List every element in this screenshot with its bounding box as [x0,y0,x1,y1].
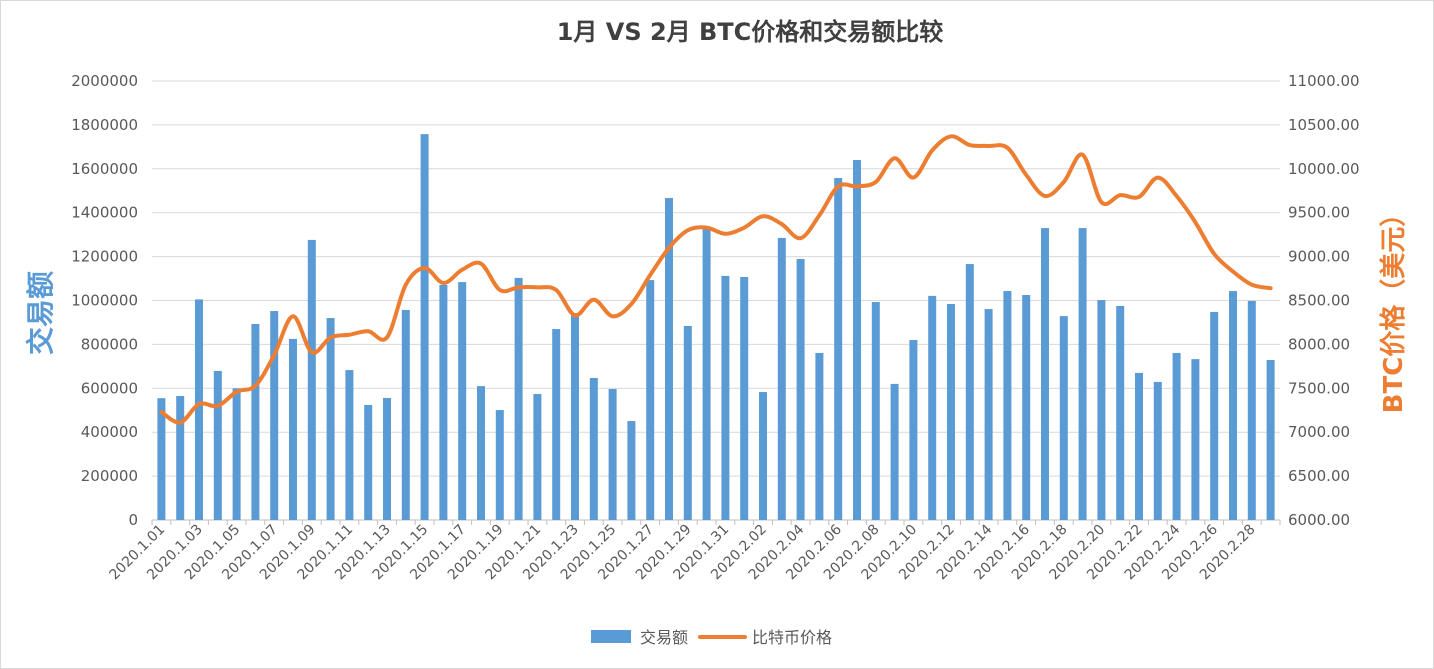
bar [683,325,692,520]
right-axis-tick-label: 9000.00 [1288,248,1350,266]
bar [1078,228,1087,520]
bar [1116,305,1125,520]
bar [1172,352,1181,520]
bar [533,394,542,520]
right-axis-title: BTC价格（美元） [1378,201,1409,414]
legend: 交易额 比特币价格 [591,628,832,647]
bar [665,197,673,520]
bar [759,392,767,520]
bar [364,404,373,520]
bar [721,275,730,520]
left-axis-tick-label: 2000000 [71,72,138,90]
bar [289,338,297,520]
bar [383,397,391,520]
left-axis-tick-label: 200000 [81,467,138,485]
bar [589,377,598,520]
bar [1022,295,1031,520]
right-axis-tick-label: 9500.00 [1288,204,1350,222]
bar [232,388,241,520]
bar [853,160,861,520]
bar [1153,381,1162,520]
bar [646,280,655,520]
left-axis-tick-label: 1600000 [71,160,138,178]
bar [213,370,222,520]
bar [495,410,504,520]
left-axis-tick-label: 1400000 [71,204,138,222]
bar [1191,359,1200,520]
bar [740,277,749,520]
bar [965,264,974,520]
left-axis-tick-label: 1800000 [71,116,138,134]
left-axis-tick-label: 0 [128,511,138,529]
right-axis-tick-label: 6000.00 [1288,511,1350,529]
bar [1135,372,1143,520]
bar [571,313,579,520]
price-series [159,134,1273,425]
bar [928,295,937,520]
bar [909,340,918,520]
left-axis-tick-labels: 0 200000 400000 600000 800000 1000000 1200000 1… [71,72,138,529]
left-axis-tick-label: 1200000 [71,248,138,266]
bar [627,421,636,520]
bar [326,318,335,520]
bar [815,352,824,520]
bar [401,309,410,520]
right-axis-tick-label: 10500.00 [1288,116,1360,134]
bar [1059,316,1068,520]
bar [345,370,354,520]
bar [702,228,711,520]
left-axis-tick-label: 400000 [81,423,138,441]
legend-swatch-volume [591,630,631,643]
bar [251,323,260,520]
bar [552,329,561,520]
bar [984,309,993,520]
bar [777,237,786,520]
bar [439,284,448,520]
x-axis-ticks [151,520,1281,525]
bar [608,388,617,520]
bar [796,259,805,520]
chart-title: 1月 VS 2月 BTC价格和交易额比较 [557,18,944,46]
bar [477,386,485,520]
bar [195,299,203,520]
bar [514,277,523,520]
bar [1266,359,1275,520]
bar [1210,311,1219,520]
price-line [159,134,1273,425]
right-axis-tick-label: 7500.00 [1288,379,1350,397]
legend-label-price: 比特币价格 [752,628,832,647]
bar [1041,228,1049,520]
bar [890,383,899,520]
right-axis-tick-label: 7000.00 [1288,423,1350,441]
bar [270,311,279,520]
legend-label-volume: 交易额 [640,628,688,647]
right-axis-tick-label: 6500.00 [1288,467,1350,485]
bar [947,304,955,520]
bar [420,134,429,520]
bar [307,239,316,520]
bar [1097,300,1106,520]
bar [871,302,880,520]
right-axis-tick-label: 10000.00 [1288,160,1360,178]
left-axis-tick-label: 1000000 [71,292,138,310]
left-axis-tick-label: 600000 [81,379,138,397]
bar [834,178,843,521]
bar [157,398,166,520]
right-axis-tick-labels: 6000.00 6500.00 7000.00 7500.00 8000.00 8500.… [1288,72,1360,529]
left-axis-tick-label: 800000 [81,335,138,353]
left-axis-title: 交易额 [24,271,57,355]
right-axis-tick-label: 8000.00 [1288,335,1350,353]
bar [1003,291,1012,520]
volume-bars [157,134,1275,521]
bar [1247,300,1256,520]
right-axis-tick-label: 11000.00 [1288,72,1360,90]
right-axis-tick-label: 8500.00 [1288,292,1350,310]
bar [176,395,185,520]
bar [458,282,467,520]
bar [1229,291,1237,520]
